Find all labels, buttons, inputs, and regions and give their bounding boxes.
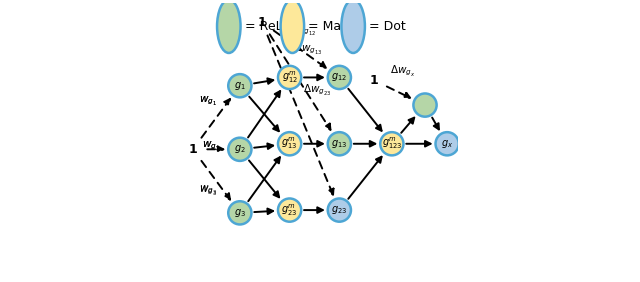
Text: = ReLU: = ReLU bbox=[245, 20, 291, 33]
Text: $g_{12}^m$: $g_{12}^m$ bbox=[282, 70, 298, 85]
Circle shape bbox=[435, 132, 459, 155]
Circle shape bbox=[278, 132, 301, 155]
Text: = Max: = Max bbox=[308, 20, 349, 33]
Text: $g_{123}^m$: $g_{123}^m$ bbox=[381, 136, 402, 151]
Text: 1: 1 bbox=[189, 143, 197, 156]
Circle shape bbox=[278, 66, 301, 89]
Circle shape bbox=[328, 66, 351, 89]
Circle shape bbox=[228, 201, 252, 224]
Text: $g_{13}^m$: $g_{13}^m$ bbox=[282, 136, 298, 151]
Text: $g_1$: $g_1$ bbox=[234, 80, 246, 92]
Circle shape bbox=[413, 93, 436, 117]
Circle shape bbox=[328, 132, 351, 155]
Ellipse shape bbox=[280, 0, 304, 53]
Text: = Dot: = Dot bbox=[369, 20, 406, 33]
Text: $w_{g_1}$: $w_{g_1}$ bbox=[199, 94, 217, 107]
Text: $w_{g_1}$: $w_{g_1}$ bbox=[199, 94, 217, 107]
Ellipse shape bbox=[217, 0, 241, 53]
Text: $w_{g_3}$: $w_{g_3}$ bbox=[199, 183, 217, 196]
Text: $g_{12}$: $g_{12}$ bbox=[332, 71, 348, 83]
Circle shape bbox=[380, 132, 403, 155]
Text: $g_3$: $g_3$ bbox=[234, 207, 246, 219]
Text: $g_2$: $g_2$ bbox=[234, 143, 246, 155]
Text: $w_{g_2}$: $w_{g_2}$ bbox=[202, 139, 220, 152]
Text: $g_x$: $g_x$ bbox=[441, 138, 453, 150]
Text: $g_{13}$: $g_{13}$ bbox=[331, 138, 348, 150]
Circle shape bbox=[328, 199, 351, 222]
Text: $w_{g_2}$: $w_{g_2}$ bbox=[202, 139, 220, 152]
Circle shape bbox=[278, 199, 301, 222]
Text: 1: 1 bbox=[257, 16, 266, 29]
Ellipse shape bbox=[341, 0, 365, 53]
Circle shape bbox=[228, 74, 252, 97]
Text: $Δw_{g_x}$: $Δw_{g_x}$ bbox=[390, 63, 416, 78]
Text: $g_{23}$: $g_{23}$ bbox=[331, 204, 348, 216]
Text: $Δw_{g_{23}}$: $Δw_{g_{23}}$ bbox=[303, 82, 332, 97]
Circle shape bbox=[228, 138, 252, 161]
Text: $Δw_{g_{12}}$: $Δw_{g_{12}}$ bbox=[288, 22, 316, 37]
Text: 1: 1 bbox=[369, 74, 378, 87]
Text: $Δw_{g_{13}}$: $Δw_{g_{13}}$ bbox=[294, 41, 322, 56]
Text: $w_{g_3}$: $w_{g_3}$ bbox=[199, 184, 217, 197]
Text: $g_{23}^m$: $g_{23}^m$ bbox=[282, 202, 298, 218]
